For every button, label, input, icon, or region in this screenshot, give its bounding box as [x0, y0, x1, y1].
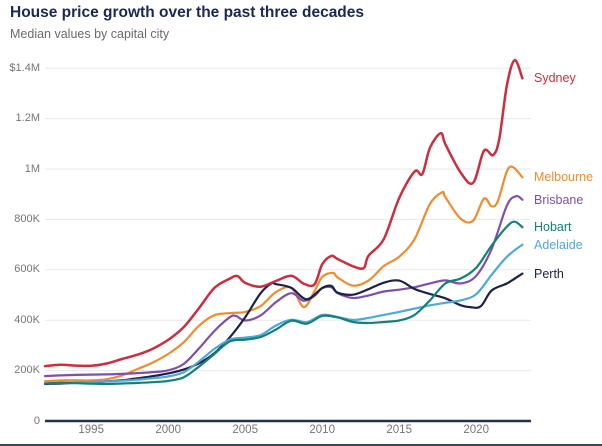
series-label-brisbane: Brisbane — [534, 192, 584, 207]
y-tick-label-800k: 800K — [14, 212, 40, 225]
series-line-perth — [43, 272, 524, 386]
y-tick-label-400k: 400K — [14, 313, 40, 326]
y-tick-label-200k: 200K — [14, 364, 40, 377]
series-line-brisbane — [43, 194, 524, 378]
x-tick-label-1995: 1995 — [78, 424, 104, 436]
x-tick-label-2005: 2005 — [232, 424, 258, 436]
series-line-sydney — [43, 58, 524, 368]
y-tick-label-0: 0 — [33, 414, 40, 427]
series-label-melbourne: Melbourne — [534, 170, 594, 185]
series-label-hobart: Hobart — [534, 220, 572, 235]
page-title: House price growth over the past three d… — [10, 4, 365, 21]
page-subtitle: Median values by capital city — [10, 27, 170, 41]
y-tick-label-600k: 600K — [14, 263, 40, 276]
series-line-adelaide — [43, 243, 524, 385]
x-tick-label-2020: 2020 — [463, 424, 489, 436]
x-tick-label-2015: 2015 — [386, 424, 412, 436]
x-tick-label-2010: 2010 — [309, 424, 335, 436]
series-label-adelaide: Adelaide — [534, 237, 583, 252]
series-label-perth: Perth — [534, 266, 564, 281]
series-label-sydney: Sydney — [534, 71, 576, 86]
series-line-melbourne — [43, 165, 524, 383]
y-tick-label-1.2m: 1.2M — [15, 112, 40, 125]
y-tick-label-1m: 1M — [24, 162, 40, 175]
bottom-border — [0, 444, 602, 446]
x-tick-label-2000: 2000 — [155, 424, 181, 436]
y-tick-label-$1.4m: $1.4M — [9, 61, 40, 74]
series-line-hobart — [43, 220, 524, 386]
